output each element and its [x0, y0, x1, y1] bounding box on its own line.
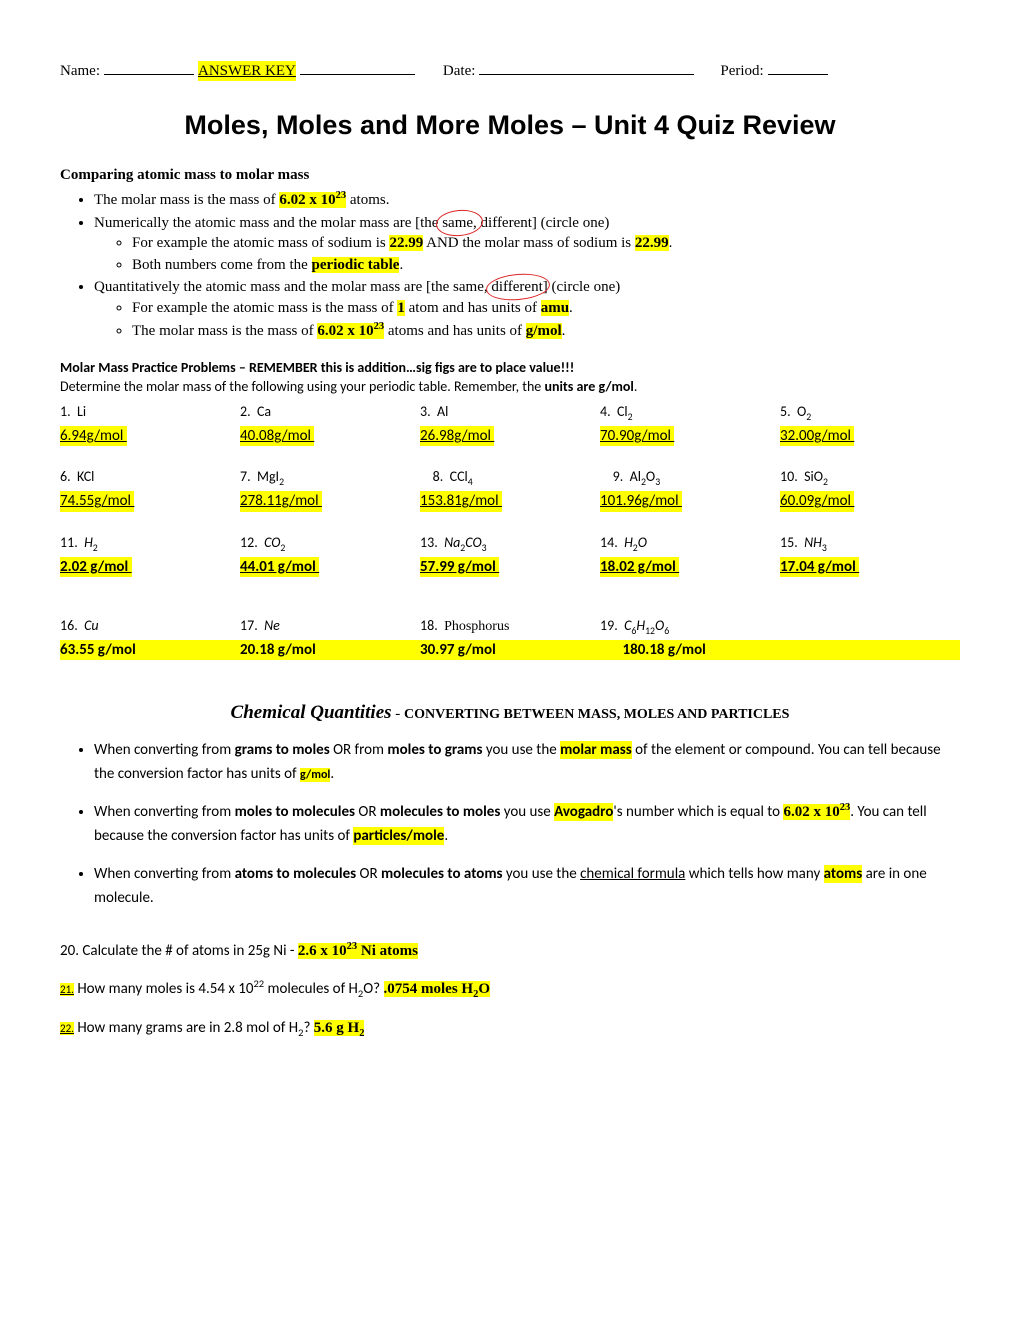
name-label: Name: [60, 61, 100, 81]
sub-bullet: For example the atomic mass is the mass … [132, 298, 960, 318]
practice-answer: 40.08g/mol [240, 426, 420, 446]
circled-same: same, [442, 213, 477, 233]
date-blank [479, 58, 694, 75]
name-blank-right [300, 58, 415, 75]
name-blank-left [104, 58, 194, 75]
practice-cell: 19. C6H12O6 [600, 617, 780, 638]
sub-bullet: For example the atomic mass of sodium is… [132, 233, 960, 253]
date-label: Date: [443, 61, 475, 81]
practice-answer: 6.94g/mol [60, 426, 240, 446]
practice-heading: Molar Mass Practice Problems – REMEMBER … [60, 359, 960, 378]
practice-answer: 20.18 g/mol [240, 640, 420, 660]
practice-answer-row: 74.55g/mol 278.11g/mol 153.81g/mol 101.9… [60, 491, 960, 511]
practice-answer-row: 63.55 g/mol20.18 g/mol30.97 g/mol 180.18… [60, 640, 960, 660]
period-blank [768, 58, 828, 75]
practice-cell: 10. SiO2 [780, 468, 960, 489]
practice-answer-row: 2.02 g/mol 44.01 g/mol 57.99 g/mol 18.02… [60, 557, 960, 577]
practice-cell: 8. CCl4 [420, 468, 600, 489]
practice-cell: 1. Li [60, 403, 240, 424]
practice-grid: 1. Li2. Ca3. Al4. Cl25. O26.94g/mol 40.0… [60, 403, 960, 660]
section-comparing: Comparing atomic mass to molar mass The … [60, 165, 960, 341]
sub-bullet: Both numbers come from the periodic tabl… [132, 255, 960, 275]
practice-formula-row: 1. Li2. Ca3. Al4. Cl25. O2 [60, 403, 960, 424]
chem-bullet: When converting from atoms to molecules … [94, 862, 960, 910]
practice-answer: 70.90g/mol [600, 426, 780, 446]
answer-key: ANSWER KEY [198, 61, 296, 81]
practice-cell: 16. Cu [60, 617, 240, 638]
practice-answer: 101.96g/mol [600, 491, 780, 511]
practice-cell: 7. MgI2 [240, 468, 420, 489]
practice-answer: 18.02 g/mol [600, 557, 780, 577]
circled-different: , different] [484, 277, 548, 297]
bullet-1: The molar mass is the mass of 6.02 x 102… [94, 189, 960, 210]
problem-20: 20. Calculate the # of atoms in 25g Ni -… [60, 940, 960, 961]
practice-formula-row: 11. H212. CO213. Na2CO314. H2O15. NH3 [60, 534, 960, 555]
practice-cell: 9. Al2O3 [600, 468, 780, 489]
sub-bullet: The molar mass is the mass of 6.02 x 102… [132, 320, 960, 341]
bullet-2: Numerically the atomic mass and the mola… [94, 213, 960, 276]
molar-mass-practice: Molar Mass Practice Problems – REMEMBER … [60, 359, 960, 660]
practice-cell: 11. H2 [60, 534, 240, 555]
practice-answer: 74.55g/mol [60, 491, 240, 511]
practice-formula-row: 6. KCl7. MgI2 8. CCl4 9. Al2O310. SiO2 [60, 468, 960, 489]
chem-bullet: When converting from moles to molecules … [94, 800, 960, 848]
problem-21: 21. How many moles is 4.54 x 1022 molecu… [60, 977, 960, 1002]
practice-answer: 30.97 g/mol [420, 640, 600, 660]
practice-answer: 2.02 g/mol [60, 557, 240, 577]
practice-answer: 60.09g/mol [780, 491, 960, 511]
page-title: Moles, Moles and More Moles – Unit 4 Qui… [60, 107, 960, 143]
doc-header: Name: ANSWER KEY Date: Period: [60, 58, 960, 81]
practice-answer: 57.99 g/mol [420, 557, 600, 577]
practice-answer: 153.81g/mol [420, 491, 600, 511]
chem-bullet-list: When converting from grams to moles OR f… [60, 738, 960, 910]
practice-answer: 17.04 g/mol [780, 557, 960, 577]
practice-cell: 17. Ne [240, 617, 420, 638]
practice-answer: 44.01 g/mol [240, 557, 420, 577]
practice-answer: 26.98g/mol [420, 426, 600, 446]
practice-answer-row: 6.94g/mol 40.08g/mol 26.98g/mol 70.90g/m… [60, 426, 960, 446]
practice-answer: 278.11g/mol [240, 491, 420, 511]
practice-cell: 13. Na2CO3 [420, 534, 600, 555]
chem-quantities-heading: Chemical Quantities - CONVERTING BETWEEN… [60, 700, 960, 726]
bullet-3: Quantitatively the atomic mass and the m… [94, 277, 960, 341]
period-label: Period: [720, 61, 763, 81]
practice-answer: 180.18 g/mol [600, 640, 780, 660]
section-heading: Comparing atomic mass to molar mass [60, 165, 960, 185]
problem-set: 20. Calculate the # of atoms in 25g Ni -… [60, 940, 960, 1042]
chem-bullet: When converting from grams to moles OR f… [94, 738, 960, 786]
practice-answer: 32.00g/mol [780, 426, 960, 446]
problem-22: 22. How many grams are in 2.8 mol of H2?… [60, 1018, 960, 1041]
practice-cell: 4. Cl2 [600, 403, 780, 424]
practice-cell: 18. Phosphorus [420, 617, 600, 638]
bullet-list: The molar mass is the mass of 6.02 x 102… [60, 189, 960, 341]
practice-instructions: Determine the molar mass of the followin… [60, 378, 960, 397]
practice-cell: 12. CO2 [240, 534, 420, 555]
practice-cell: 5. O2 [780, 403, 960, 424]
practice-formula-row: 16. Cu17. Ne18. Phosphorus19. C6H12O6 [60, 617, 960, 638]
practice-cell: 2. Ca [240, 403, 420, 424]
practice-answer: 63.55 g/mol [60, 640, 240, 660]
practice-cell: 3. Al [420, 403, 600, 424]
practice-cell: 14. H2O [600, 534, 780, 555]
practice-cell: 15. NH3 [780, 534, 960, 555]
practice-cell: 6. KCl [60, 468, 240, 489]
